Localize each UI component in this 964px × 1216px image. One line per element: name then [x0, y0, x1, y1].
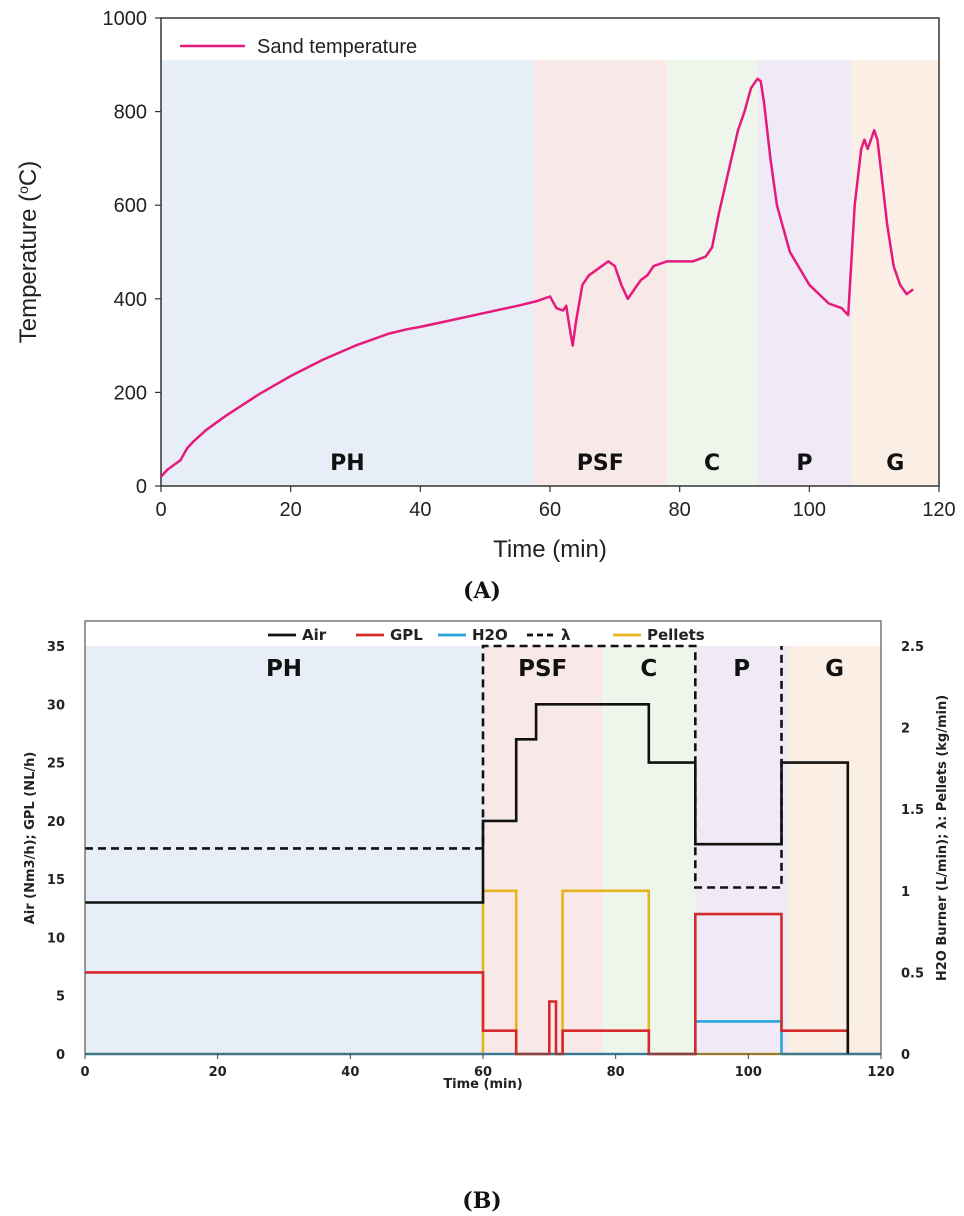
- x-tick-label: 80: [607, 1065, 625, 1080]
- y-tick-label: 200: [114, 382, 147, 404]
- phase-labels: PH PSF C P G: [330, 451, 904, 476]
- caption-a: (A): [463, 578, 501, 604]
- phase-band-psf: [533, 60, 667, 487]
- x-tick-label: 0: [155, 499, 166, 521]
- x-tick-label: 60: [539, 499, 561, 521]
- x-tick-label: 100: [735, 1065, 762, 1080]
- phase-label-psf: PSF: [577, 451, 624, 476]
- y-left-tick-label: 10: [47, 931, 65, 946]
- y-axis-ticks: 0 200 400 600 800 1000: [103, 8, 161, 498]
- y-axis-left-ticks: 0 5 10 15 20 25 30 35: [47, 640, 65, 1063]
- y-axis-label: Temperature (oC): [15, 161, 42, 344]
- chart-a: PH PSF C P G 0 20 40 60 80 100 120 0 200 400 600 800 10…: [15, 8, 956, 604]
- x-tick-label: 20: [280, 499, 302, 521]
- y-right-tick-label: 2: [901, 722, 910, 737]
- phase-label-g: G: [886, 451, 904, 476]
- y-axis-left-label: Air (Nm3/h); GPL (NL/h): [23, 752, 38, 925]
- x-tick-label: 120: [867, 1065, 894, 1080]
- x-axis-ticks: 0 20 40 60 80 100 120: [155, 486, 956, 521]
- chart-b: PH PSF C P G Air GPL H2O λ Pellets 0 20 40 60 80 100 1…: [23, 620, 950, 1214]
- phase-backgrounds: [85, 646, 881, 1054]
- legend-label-lambda: λ: [561, 626, 571, 644]
- y-left-tick-label: 20: [47, 815, 65, 830]
- phase-label-p: P: [733, 656, 750, 682]
- x-tick-label: 40: [341, 1065, 359, 1080]
- legend: Sand temperature: [180, 36, 417, 58]
- phase-band-ph: [85, 646, 483, 1054]
- phase-label-p: P: [796, 451, 812, 476]
- x-tick-label: 120: [922, 499, 955, 521]
- x-tick-label: 60: [474, 1065, 492, 1080]
- phase-label-c: C: [640, 656, 657, 682]
- y-axis-right-label: H2O Burner (L/min); λ: Pellets (kg/min): [935, 695, 950, 981]
- x-tick-label: 0: [80, 1065, 89, 1080]
- phase-band-c: [666, 60, 758, 487]
- x-axis-ticks: 0 20 40 60 80 100 120: [80, 1054, 895, 1080]
- phase-band-ph: [161, 60, 534, 487]
- phase-labels: PH PSF C P G: [266, 656, 844, 682]
- legend-label-pellets: Pellets: [647, 626, 705, 644]
- legend-label-gpl: GPL: [390, 626, 423, 644]
- phase-band-psf: [483, 646, 603, 1054]
- phase-band-g: [788, 646, 881, 1054]
- x-tick-label: 80: [669, 499, 691, 521]
- y-left-tick-label: 5: [56, 990, 65, 1005]
- phase-band-p: [757, 60, 852, 487]
- phase-band-p: [695, 646, 789, 1054]
- x-axis-label: Time (min): [493, 536, 607, 563]
- y-left-tick-label: 35: [47, 640, 65, 655]
- y-right-tick-label: 0.5: [901, 966, 924, 981]
- caption-b: (B): [462, 1188, 501, 1214]
- series-line-air: [85, 703, 850, 1054]
- legend-label-air: Air: [302, 626, 327, 644]
- y-left-tick-label: 30: [47, 698, 65, 713]
- legend-label-h2o: H2O: [472, 626, 508, 644]
- y-tick-label: 1000: [103, 8, 148, 30]
- y-tick-label: 800: [114, 102, 147, 124]
- x-tick-label: 100: [793, 499, 826, 521]
- phase-label-ph: PH: [266, 656, 302, 682]
- y-tick-label: 400: [114, 289, 147, 311]
- y-left-tick-label: 25: [47, 757, 65, 772]
- y-left-tick-label: 15: [47, 873, 65, 888]
- series-line-sand-temperature: [160, 77, 914, 478]
- phase-label-ph: PH: [330, 451, 365, 476]
- y-tick-label: 0: [136, 476, 147, 498]
- y-right-tick-label: 2.5: [901, 640, 924, 655]
- y-right-tick-label: 0: [901, 1048, 910, 1063]
- y-axis-right-ticks: 0 0.5 1 1.5 2 2.5: [901, 640, 924, 1063]
- y-right-tick-label: 1.5: [901, 803, 924, 818]
- phase-label-psf: PSF: [518, 656, 567, 682]
- x-axis-label: Time (min): [443, 1077, 522, 1092]
- legend-label: Sand temperature: [257, 36, 417, 58]
- phase-backgrounds: [161, 60, 939, 487]
- y-right-tick-label: 1: [901, 885, 910, 900]
- x-tick-label: 20: [209, 1065, 227, 1080]
- phase-label-c: C: [704, 451, 720, 476]
- x-tick-label: 40: [409, 499, 431, 521]
- phase-label-g: G: [825, 656, 844, 682]
- y-tick-label: 600: [114, 195, 147, 217]
- legend: Air GPL H2O λ Pellets: [268, 626, 705, 644]
- y-left-tick-label: 0: [56, 1048, 65, 1063]
